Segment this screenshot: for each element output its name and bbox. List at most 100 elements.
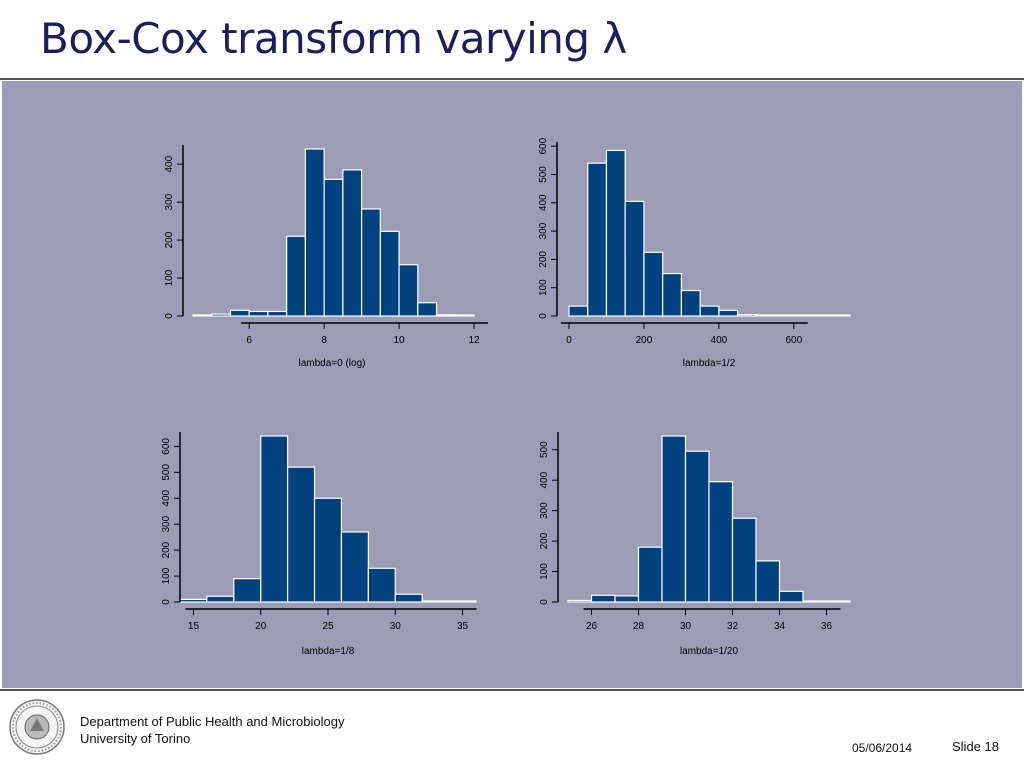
histogram-bar: [323, 178, 344, 317]
histogram-bar: [206, 595, 235, 603]
histogram-bar: [448, 600, 477, 603]
histogram-bar: [825, 600, 851, 603]
histogram-bar: [192, 314, 213, 317]
y-tick-label: 0: [161, 599, 172, 605]
y-tick-label: 500: [161, 464, 172, 481]
histogram-bar: [755, 314, 776, 317]
histogram-bar: [661, 435, 687, 603]
y-tick-label: 500: [538, 166, 549, 183]
histogram-bar: [755, 560, 781, 603]
histogram-bar: [454, 314, 475, 317]
histogram-bar: [304, 148, 325, 317]
title-divider: [0, 78, 1024, 80]
x-tick-label: 30: [390, 621, 402, 632]
histogram-bar: [774, 314, 795, 317]
y-tick-label: 200: [538, 251, 549, 268]
x-axis-label: lambda=1/8: [302, 646, 355, 657]
y-tick-label: 300: [539, 502, 550, 519]
x-tick-label: 36: [821, 621, 833, 632]
x-tick-label: 20: [255, 621, 267, 632]
histogram-bar: [398, 264, 419, 317]
y-tick-label: 100: [538, 279, 549, 296]
x-tick-label: 12: [468, 335, 480, 346]
x-tick-label: 200: [636, 335, 653, 346]
slide-title: Box-Cox transform varying λ: [40, 14, 627, 63]
y-tick-label: 400: [538, 194, 549, 211]
y-tick-label: 200: [164, 231, 175, 248]
histogram-bar: [811, 314, 832, 317]
histogram-3: 0 100 200 300 400 500 600 15 20 25 30 35 lambda=1/8: [161, 432, 477, 657]
histogram-bar: [718, 309, 739, 317]
histogram-bar: [342, 169, 363, 317]
y-tick-label: 200: [161, 541, 172, 558]
histogram-bar: [394, 593, 423, 603]
y-tick-label: 0: [539, 599, 550, 605]
x-tick-label: 25: [322, 621, 334, 632]
histogram-bar: [802, 600, 828, 603]
histogram-4: 0 100 200 300 400 500 26 28 30 32 34 36 lambda=1/20: [539, 432, 851, 657]
x-tick-label: 10: [394, 335, 406, 346]
y-tick-label: 600: [538, 137, 549, 154]
histogram-bar: [361, 208, 381, 317]
y-tick-label: 300: [538, 222, 549, 239]
x-axis-label: lambda=0 (log): [299, 358, 366, 369]
footer-affiliation: Department of Public Health and Microbio…: [80, 713, 344, 747]
x-axis-label: lambda=1/20: [680, 646, 739, 657]
footer-divider: [0, 689, 1024, 691]
histogram-bar: [731, 517, 757, 603]
y-tick-label: 600: [161, 438, 172, 455]
x-tick-label: 400: [711, 335, 728, 346]
slide-number: Slide 18: [952, 739, 999, 754]
histogram-bar: [568, 305, 589, 317]
x-axis-label: lambda=1/2: [683, 358, 736, 369]
x-tick-label: 32: [727, 621, 739, 632]
histogram-bar: [421, 600, 450, 603]
histogram-bar: [614, 595, 640, 603]
histogram-bar: [643, 251, 664, 317]
x-tick-label: 8: [321, 335, 327, 346]
y-tick-label: 100: [539, 563, 550, 580]
histogram-bar: [417, 302, 438, 317]
x-tick-label: 35: [457, 621, 469, 632]
histogram-bar: [662, 272, 683, 317]
y-tick-label: 400: [539, 471, 550, 488]
histogram-bar: [736, 313, 757, 317]
histogram-bar: [267, 310, 288, 317]
x-tick-label: 6: [246, 335, 252, 346]
y-tick-label: 0: [538, 313, 549, 319]
y-tick-label: 400: [161, 489, 172, 506]
histogram-bar: [286, 235, 306, 317]
y-tick-label: 0: [164, 313, 175, 319]
footer-university: University of Torino: [80, 731, 191, 746]
histogram-bar: [587, 162, 608, 317]
histogram-bar: [340, 531, 369, 603]
histogram-bar: [248, 310, 269, 317]
histogram-bar: [287, 466, 316, 603]
y-tick-label: 300: [161, 515, 172, 532]
y-tick-label: 300: [164, 193, 175, 210]
histogram-bar: [229, 309, 250, 317]
y-tick-label: 100: [161, 567, 172, 584]
histogram-bar: [605, 149, 626, 317]
x-tick-label: 30: [680, 621, 692, 632]
y-tick-label: 100: [164, 269, 175, 286]
histogram-bar: [379, 230, 400, 317]
histogram-bar: [260, 435, 289, 603]
histogram-bar: [793, 314, 814, 317]
histogram-bar: [233, 578, 262, 603]
chart-panel: 0 100 200 300 400 6 8 10 12 lambda=0 (log) 0 100 200…: [2, 81, 1022, 688]
y-tick-label: 400: [164, 155, 175, 172]
histogram-1: 0 100 200 300 400 6 8 10 12 lambda=0 (log): [164, 145, 488, 369]
histogram-bar: [435, 314, 456, 317]
x-tick-label: 34: [774, 621, 786, 632]
x-tick-label: 26: [586, 621, 598, 632]
histogram-bar: [179, 598, 208, 603]
histogram-bar: [684, 450, 710, 603]
histogram-bar: [624, 200, 645, 317]
histogram-bar: [680, 289, 701, 317]
histogram-2: 0 100 200 300 400 500 600 0 200 400 600 lambda=1/2: [538, 137, 851, 369]
x-tick-label: 600: [785, 335, 802, 346]
histogram-bar: [699, 305, 720, 317]
histogram-bar: [567, 599, 593, 603]
y-tick-label: 500: [539, 441, 550, 458]
